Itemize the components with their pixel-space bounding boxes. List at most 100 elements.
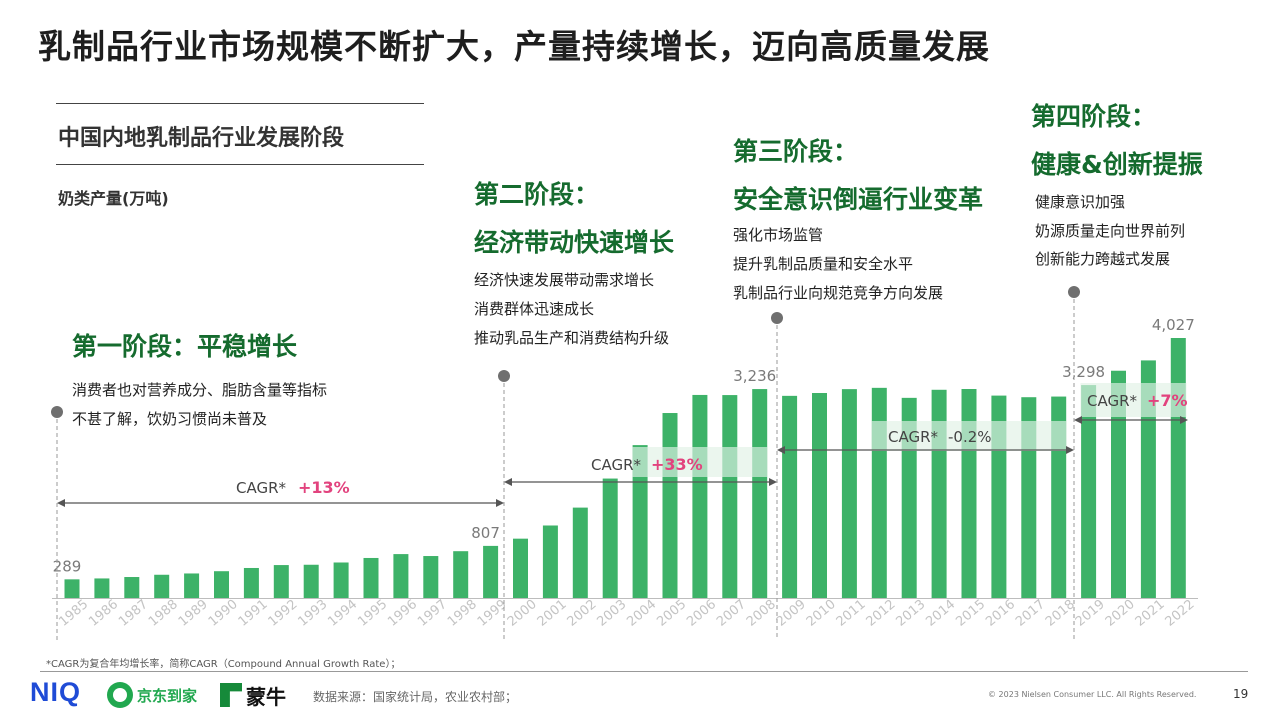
bar-1993 bbox=[303, 564, 319, 598]
cagr-label-3: CAGR* bbox=[888, 428, 939, 446]
stage-boundary-dot-4 bbox=[1068, 286, 1080, 298]
stage-boundary-dot-3 bbox=[771, 312, 783, 324]
cagr-footnote: *CAGR为复合年均增长率，简称CAGR（Compound Annual Gro… bbox=[46, 659, 401, 670]
x-tick-2018: 2018 bbox=[1043, 597, 1078, 630]
bar-2002 bbox=[572, 507, 588, 598]
bar-2003 bbox=[602, 478, 618, 598]
bar-1997 bbox=[423, 556, 439, 598]
x-tick-1987: 1987 bbox=[116, 597, 151, 630]
x-tick-2020: 2020 bbox=[1103, 597, 1138, 630]
x-tick-2005: 2005 bbox=[654, 597, 689, 630]
data-label-1999: 807 bbox=[471, 524, 500, 542]
mengniu-logo: 蒙牛 bbox=[220, 680, 286, 710]
x-tick-2019: 2019 bbox=[1073, 597, 1108, 630]
bar-2010 bbox=[812, 393, 827, 598]
x-tick-1990: 1990 bbox=[206, 597, 241, 630]
x-tick-2011: 2011 bbox=[834, 597, 869, 630]
x-tick-1988: 1988 bbox=[146, 597, 181, 630]
bar-2007 bbox=[722, 395, 738, 598]
stage4-desc-2: 奶源质量走向世界前列 bbox=[1035, 222, 1186, 240]
jd-daojia-logo: 京东到家 bbox=[107, 680, 197, 710]
bar-2006 bbox=[692, 394, 708, 598]
x-tick-2002: 2002 bbox=[565, 597, 600, 630]
x-tick-2000: 2000 bbox=[505, 597, 540, 630]
bar-2004 bbox=[632, 445, 648, 598]
cagr-value-2: +33% bbox=[651, 455, 703, 474]
cagr-label-2: CAGR* bbox=[591, 456, 642, 474]
page-number: 19 bbox=[1233, 687, 1249, 701]
stage1-title: 第一阶段：平稳增长 bbox=[72, 332, 298, 361]
x-tick-2016: 2016 bbox=[983, 597, 1018, 630]
stage2-subtitle: 经济带动快速增长 bbox=[474, 228, 675, 257]
section-title-box: 中国内地乳制品行业发展阶段 bbox=[56, 103, 424, 165]
cagr-band-overlay-3 bbox=[1080, 383, 1187, 417]
jd-daojia-logo-text: 京东到家 bbox=[137, 686, 198, 705]
cagr-arrowhead-right-1 bbox=[496, 499, 504, 507]
x-tick-1994: 1994 bbox=[325, 597, 360, 630]
bar-1994 bbox=[333, 562, 349, 598]
mengniu-logo-text: 蒙牛 bbox=[246, 684, 286, 709]
stage2-desc-2: 消费群体迅速成长 bbox=[474, 300, 595, 318]
bar-2020 bbox=[1111, 370, 1126, 598]
bar-2005 bbox=[662, 413, 678, 598]
stage1-desc-2: 不甚了解，饮奶习惯尚未普及 bbox=[72, 410, 268, 428]
section-title: 中国内地乳制品行业发展阶段 bbox=[58, 126, 345, 151]
bar-2015 bbox=[961, 389, 977, 598]
x-tick-1991: 1991 bbox=[236, 597, 271, 630]
cagr-arrowhead-left-2 bbox=[504, 478, 512, 486]
x-tick-1999: 1999 bbox=[475, 597, 510, 630]
cagr-arrowhead-left-3 bbox=[777, 446, 785, 454]
stage3-desc-3: 乳制品行业向规范竞争方向发展 bbox=[733, 284, 944, 302]
bar-2019 bbox=[1081, 385, 1097, 598]
stage4-desc-3: 创新能力跨越式发展 bbox=[1035, 250, 1171, 268]
cagr-label-1: CAGR* bbox=[236, 479, 287, 497]
x-tick-2017: 2017 bbox=[1013, 597, 1048, 630]
x-tick-2012: 2012 bbox=[864, 597, 899, 630]
bar-1985 bbox=[64, 579, 80, 598]
x-tick-2015: 2015 bbox=[953, 597, 988, 630]
stage4-subtitle: 健康&创新提振 bbox=[1031, 150, 1203, 179]
bar-2001 bbox=[542, 525, 558, 598]
x-tick-2006: 2006 bbox=[684, 597, 719, 630]
x-tick-1997: 1997 bbox=[415, 597, 450, 630]
stage3-title: 第三阶段： bbox=[733, 137, 859, 166]
jd-daojia-logo-icon bbox=[107, 682, 133, 708]
mengniu-logo-icon bbox=[220, 683, 242, 707]
bar-1989 bbox=[184, 573, 200, 598]
stage3-desc-1: 强化市场监管 bbox=[733, 226, 824, 244]
cagr-arrowhead-right-3 bbox=[1066, 446, 1074, 454]
x-tick-2004: 2004 bbox=[624, 597, 659, 630]
cagr-arrowhead-left-1 bbox=[57, 499, 65, 507]
bar-2022 bbox=[1170, 338, 1186, 598]
x-tick-2001: 2001 bbox=[535, 597, 570, 630]
data-label-2019: 3,298 bbox=[1062, 363, 1105, 381]
bar-1999 bbox=[483, 545, 499, 598]
bar-2009 bbox=[782, 395, 798, 598]
x-tick-2007: 2007 bbox=[714, 597, 749, 630]
niq-logo: NIQ bbox=[30, 677, 82, 707]
stage3-subtitle: 安全意识倒逼行业变革 bbox=[733, 185, 984, 214]
cagr-value-1: +13% bbox=[298, 478, 350, 497]
bar-2000 bbox=[513, 538, 528, 598]
bar-1990 bbox=[214, 571, 229, 598]
copyright-notice: © 2023 Nielsen Consumer LLC. All Rights … bbox=[988, 690, 1197, 699]
bar-1986 bbox=[94, 578, 110, 598]
x-tick-1989: 1989 bbox=[176, 597, 211, 630]
x-tick-1985: 1985 bbox=[56, 597, 91, 630]
stage1-desc-1: 消费者也对营养成分、脂肪含量等指标 bbox=[72, 381, 328, 399]
stage-boundary-dot-2 bbox=[498, 370, 510, 382]
cagr-value-4: +7% bbox=[1147, 391, 1188, 410]
x-tick-1993: 1993 bbox=[295, 597, 330, 630]
stage2-desc-1: 经济快速发展带动需求增长 bbox=[474, 271, 655, 289]
footer-divider bbox=[40, 671, 1248, 672]
data-label-1985: 289 bbox=[53, 557, 82, 575]
bar-1996 bbox=[393, 554, 409, 598]
page-title: 乳制品行业市场规模不断扩大，产量持续增长，迈向高质量发展 bbox=[38, 27, 990, 66]
x-tick-1992: 1992 bbox=[266, 597, 301, 630]
x-tick-2013: 2013 bbox=[893, 597, 928, 630]
x-tick-1998: 1998 bbox=[445, 597, 480, 630]
bar-1987 bbox=[124, 577, 140, 598]
cagr-arrowhead-right-4 bbox=[1180, 416, 1188, 424]
bar-1995 bbox=[363, 557, 379, 598]
